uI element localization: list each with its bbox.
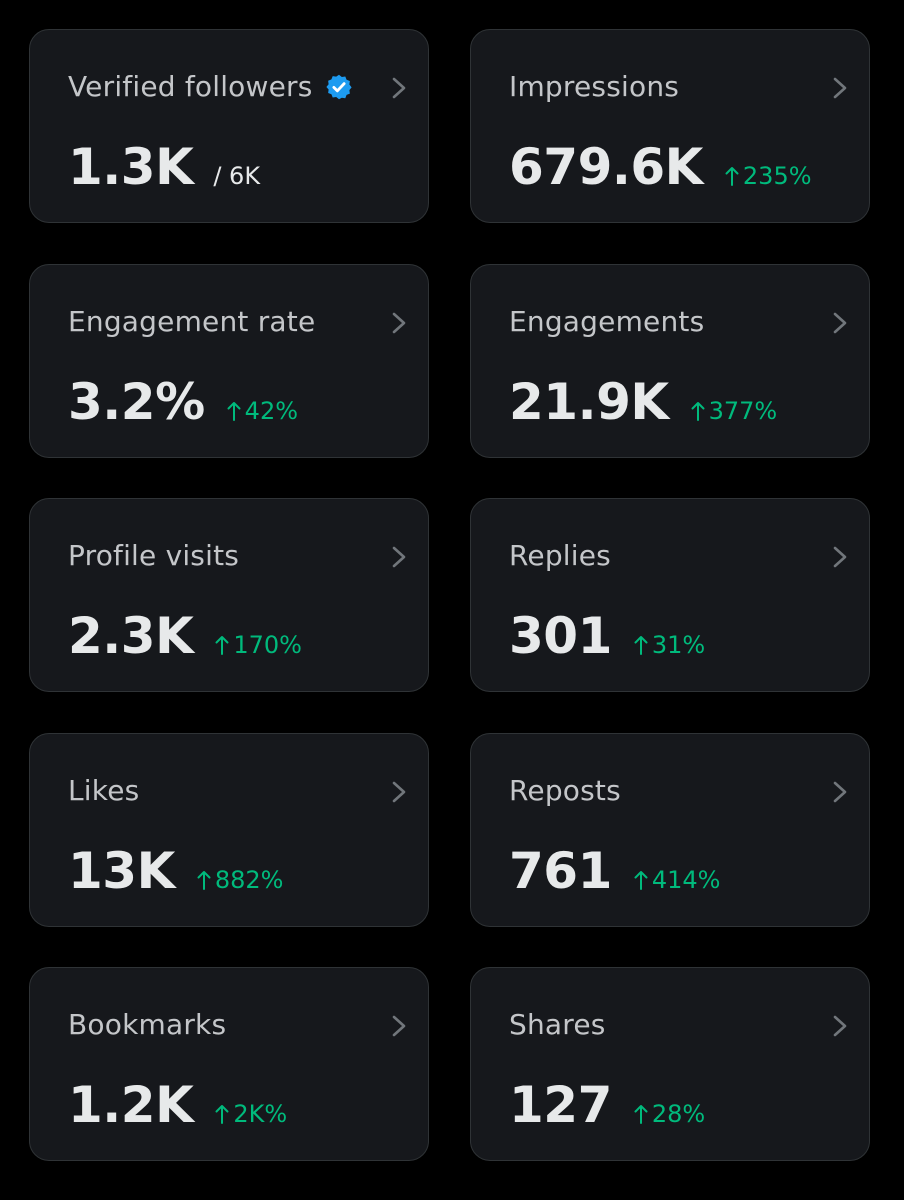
metric-value-row: 1.3K / 6K bbox=[68, 138, 260, 196]
metric-label-wrap: Bookmarks bbox=[68, 1008, 226, 1041]
verified-badge-icon bbox=[325, 73, 353, 101]
arrow-up-icon bbox=[691, 400, 705, 422]
metric-card-reposts[interactable]: Reposts 761 414% bbox=[470, 733, 870, 927]
metric-change: 377% bbox=[691, 397, 778, 425]
metric-value-row: 21.9K 377% bbox=[509, 373, 777, 431]
arrow-up-icon bbox=[215, 634, 229, 656]
metric-value: 679.6K bbox=[509, 138, 703, 196]
metric-card-shares[interactable]: Shares 127 28% bbox=[470, 967, 870, 1161]
arrow-up-icon bbox=[215, 1103, 229, 1125]
metric-change-value: 235% bbox=[742, 162, 812, 190]
metric-change-value: 31% bbox=[651, 631, 706, 659]
arrow-up-icon bbox=[227, 400, 241, 422]
metric-card-impressions[interactable]: Impressions 679.6K 235% bbox=[470, 29, 870, 223]
metric-value: 21.9K bbox=[509, 373, 669, 431]
metric-card-replies[interactable]: Replies 301 31% bbox=[470, 498, 870, 692]
metric-card-engagement-rate[interactable]: Engagement rate 3.2% 42% bbox=[29, 264, 429, 458]
metric-value-row: 1.2K 2K% bbox=[68, 1076, 287, 1134]
metric-change-value: 170% bbox=[233, 631, 302, 659]
metric-card-bookmarks[interactable]: Bookmarks 1.2K 2K% bbox=[29, 967, 429, 1161]
metric-value: 1.2K bbox=[68, 1076, 194, 1134]
metric-value-row: 761 414% bbox=[509, 842, 721, 900]
metric-value-row: 3.2% 42% bbox=[68, 373, 298, 431]
metric-value-row: 301 31% bbox=[509, 607, 705, 665]
metric-change-value: 882% bbox=[214, 866, 284, 894]
metric-card-profile-visits[interactable]: Profile visits 2.3K 170% bbox=[29, 498, 429, 692]
chevron-right-icon bbox=[388, 542, 410, 572]
metric-value: 127 bbox=[509, 1076, 612, 1134]
metric-change: 414% bbox=[634, 866, 721, 894]
metric-label-wrap: Engagements bbox=[509, 305, 704, 338]
chevron-right-icon bbox=[388, 308, 410, 338]
metric-card-likes[interactable]: Likes 13K 882% bbox=[29, 733, 429, 927]
metric-change-value: 2K% bbox=[233, 1100, 288, 1128]
metric-value: 1.3K bbox=[68, 138, 194, 196]
metric-change: 42% bbox=[227, 397, 298, 425]
metric-change: 882% bbox=[197, 866, 284, 894]
chevron-right-icon bbox=[388, 73, 410, 103]
metric-change-value: 28% bbox=[651, 1100, 706, 1128]
metric-value-row: 679.6K 235% bbox=[509, 138, 812, 196]
metric-label-wrap: Reposts bbox=[509, 774, 621, 807]
metric-value: 3.2% bbox=[68, 373, 205, 431]
metric-label: Reposts bbox=[509, 774, 621, 807]
metric-value: 301 bbox=[509, 607, 612, 665]
metric-label: Shares bbox=[509, 1008, 606, 1041]
arrow-up-icon bbox=[634, 1103, 648, 1125]
metric-change-value: 377% bbox=[708, 397, 778, 425]
chevron-right-icon bbox=[829, 1011, 851, 1041]
chevron-right-icon bbox=[829, 542, 851, 572]
metric-value: 761 bbox=[509, 842, 612, 900]
metric-value: 2.3K bbox=[68, 607, 194, 665]
chevron-right-icon bbox=[829, 777, 851, 807]
metric-label: Verified followers bbox=[68, 70, 313, 103]
metric-value-row: 13K 882% bbox=[68, 842, 283, 900]
metric-change: 31% bbox=[634, 631, 705, 659]
metric-change-value: 42% bbox=[244, 397, 299, 425]
metric-card-engagements[interactable]: Engagements 21.9K 377% bbox=[470, 264, 870, 458]
metric-card-verified-followers[interactable]: Verified followers 1.3K / 6K bbox=[29, 29, 429, 223]
arrow-up-icon bbox=[634, 869, 648, 891]
metric-change: 235% bbox=[725, 162, 812, 190]
metric-label: Impressions bbox=[509, 70, 680, 103]
metric-change: 2K% bbox=[215, 1100, 287, 1128]
metric-label-wrap: Shares bbox=[509, 1008, 606, 1041]
metric-label: Engagement rate bbox=[68, 305, 316, 338]
metric-label-wrap: Replies bbox=[509, 539, 611, 572]
metric-label: Bookmarks bbox=[68, 1008, 227, 1041]
metric-value-row: 127 28% bbox=[509, 1076, 705, 1134]
metric-total: / 6K bbox=[213, 162, 261, 190]
chevron-right-icon bbox=[388, 1011, 410, 1041]
metric-label-wrap: Profile visits bbox=[68, 539, 239, 572]
metric-label-wrap: Engagement rate bbox=[68, 305, 315, 338]
chevron-right-icon bbox=[829, 73, 851, 103]
chevron-right-icon bbox=[388, 777, 410, 807]
metric-value: 13K bbox=[68, 842, 175, 900]
chevron-right-icon bbox=[829, 308, 851, 338]
metric-change-value: 414% bbox=[651, 866, 721, 894]
metric-label: Likes bbox=[68, 774, 140, 807]
arrow-up-icon bbox=[725, 165, 739, 187]
metric-label: Profile visits bbox=[68, 539, 240, 572]
metric-label-wrap: Likes bbox=[68, 774, 139, 807]
metric-label: Replies bbox=[509, 539, 611, 572]
metric-label: Engagements bbox=[509, 305, 705, 338]
arrow-up-icon bbox=[634, 634, 648, 656]
metric-label-wrap: Impressions bbox=[509, 70, 679, 103]
metric-label-wrap: Verified followers bbox=[68, 70, 353, 103]
arrow-up-icon bbox=[197, 869, 211, 891]
metric-change: 28% bbox=[634, 1100, 705, 1128]
metric-value-row: 2.3K 170% bbox=[68, 607, 302, 665]
metric-change: 170% bbox=[215, 631, 302, 659]
